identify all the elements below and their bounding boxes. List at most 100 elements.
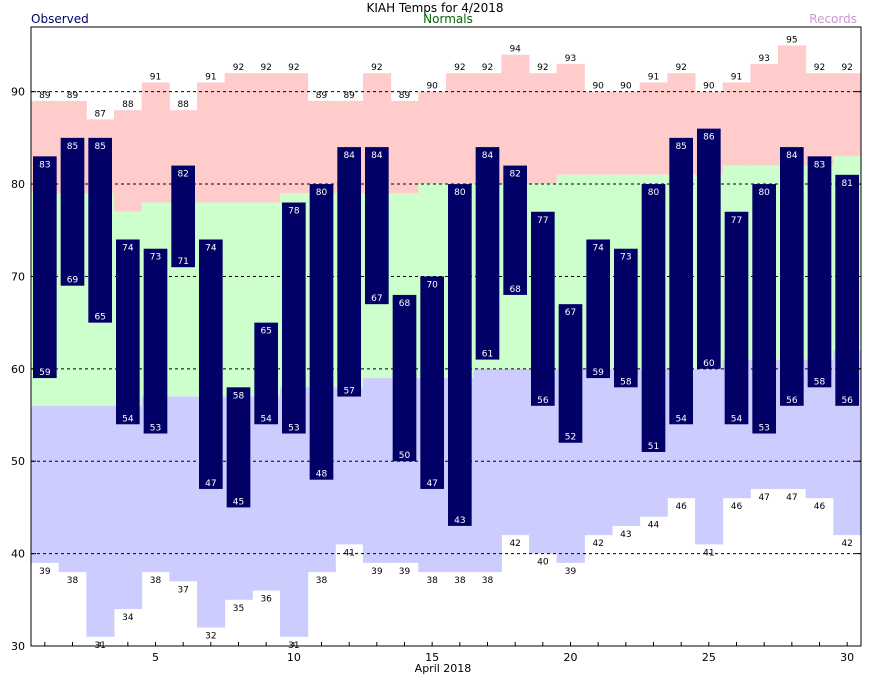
record-low-band xyxy=(335,387,364,545)
record-low-label: 38 xyxy=(150,576,162,586)
record-low-label: 39 xyxy=(565,567,577,577)
observed-low-label: 60 xyxy=(703,359,715,369)
observed-high-label: 84 xyxy=(371,151,383,161)
record-high-label: 93 xyxy=(758,54,769,64)
record-high-label: 92 xyxy=(537,63,548,73)
observed-bar xyxy=(752,184,776,434)
x-tick-label: 25 xyxy=(702,651,716,664)
observed-bar xyxy=(531,211,555,406)
record-low-label: 41 xyxy=(343,548,354,558)
observed-bar xyxy=(143,248,168,434)
record-high-band xyxy=(114,110,143,212)
record-high-label: 92 xyxy=(454,63,465,73)
record-low-band xyxy=(169,396,198,582)
record-low-label: 44 xyxy=(648,521,660,531)
record-high-label: 91 xyxy=(150,72,161,82)
record-low-band xyxy=(695,368,724,545)
observed-high-label: 58 xyxy=(233,391,245,401)
record-high-label: 93 xyxy=(565,54,576,64)
x-tick-label: 20 xyxy=(564,651,578,664)
observed-low-label: 56 xyxy=(841,396,853,406)
observed-bar xyxy=(309,184,334,480)
record-high-label: 94 xyxy=(509,45,521,55)
record-low-band xyxy=(363,378,392,563)
record-low-label: 37 xyxy=(177,585,188,595)
record-high-label: 91 xyxy=(205,72,216,82)
record-high-band xyxy=(307,100,336,194)
record-low-label: 34 xyxy=(122,613,134,623)
record-high-band xyxy=(224,73,253,203)
observed-high-label: 74 xyxy=(592,243,604,253)
record-low-label: 46 xyxy=(731,502,743,512)
y-tick-label: 70 xyxy=(11,270,25,283)
observed-low-label: 47 xyxy=(426,479,437,489)
y-tick-label: 60 xyxy=(11,363,25,376)
observed-high-label: 77 xyxy=(731,216,742,226)
record-high-band xyxy=(805,73,834,166)
record-low-label: 38 xyxy=(482,576,494,586)
record-high-band xyxy=(612,91,641,175)
record-high-label: 87 xyxy=(94,109,105,119)
record-low-label: 38 xyxy=(426,576,438,586)
record-low-label: 42 xyxy=(592,539,603,549)
observed-bar xyxy=(337,147,361,397)
observed-bar xyxy=(586,239,610,379)
observed-bar xyxy=(420,276,444,489)
record-high-band xyxy=(252,73,281,203)
observed-low-label: 52 xyxy=(565,433,576,443)
observed-low-label: 56 xyxy=(537,396,549,406)
records-legend-label: Records xyxy=(809,12,857,26)
observed-high-label: 80 xyxy=(454,188,466,198)
plot-frame xyxy=(30,26,862,647)
observed-high-label: 82 xyxy=(509,170,520,180)
record-low-label: 38 xyxy=(454,576,466,586)
record-low-band xyxy=(86,405,115,637)
record-high-label: 90 xyxy=(426,82,438,92)
record-low-band xyxy=(584,368,613,536)
record-high-band xyxy=(639,82,668,175)
record-low-label: 35 xyxy=(233,604,244,614)
record-high-band xyxy=(280,73,309,194)
observed-bar xyxy=(724,211,749,425)
record-high-band xyxy=(390,100,419,194)
record-high-band xyxy=(750,63,779,166)
chart-title: KIAH Temps for 4/2018 xyxy=(366,1,503,15)
record-low-band xyxy=(58,405,87,573)
observed-bar xyxy=(392,294,417,462)
observed-high-label: 70 xyxy=(426,280,438,290)
record-high-band xyxy=(529,73,558,185)
observed-high-label: 83 xyxy=(814,160,825,170)
observed-high-label: 82 xyxy=(177,170,188,180)
observed-bar xyxy=(697,128,721,369)
y-tick-label: 30 xyxy=(11,640,25,653)
observed-low-label: 53 xyxy=(150,424,161,434)
record-high-label: 89 xyxy=(343,91,355,101)
plot-area: 8939835989388569873185658834745491387353… xyxy=(11,26,862,664)
observed-high-label: 65 xyxy=(260,327,271,337)
observed-high-label: 73 xyxy=(620,253,631,263)
normal-band xyxy=(224,202,253,397)
observed-high-label: 83 xyxy=(39,160,50,170)
normals-legend-label: Normals xyxy=(423,12,473,26)
record-high-label: 90 xyxy=(703,82,715,92)
observed-low-label: 58 xyxy=(620,377,632,387)
record-high-band xyxy=(501,54,530,185)
record-high-label: 92 xyxy=(814,63,825,73)
record-low-band xyxy=(31,405,60,563)
record-low-label: 46 xyxy=(814,502,826,512)
record-low-label: 39 xyxy=(399,567,411,577)
x-tick-label: 10 xyxy=(287,651,301,664)
observed-low-label: 67 xyxy=(371,294,382,304)
observed-high-label: 80 xyxy=(758,188,770,198)
record-low-band xyxy=(114,405,143,610)
observed-low-label: 68 xyxy=(509,285,521,295)
x-axis-label: April 2018 xyxy=(415,662,472,675)
observed-high-label: 68 xyxy=(399,299,411,309)
record-high-label: 95 xyxy=(786,35,797,45)
observed-bar xyxy=(199,239,223,489)
observed-bar xyxy=(116,239,140,425)
observed-bar xyxy=(226,387,251,508)
record-high-label: 90 xyxy=(592,82,604,92)
record-low-label: 39 xyxy=(39,567,51,577)
observed-low-label: 43 xyxy=(454,516,465,526)
